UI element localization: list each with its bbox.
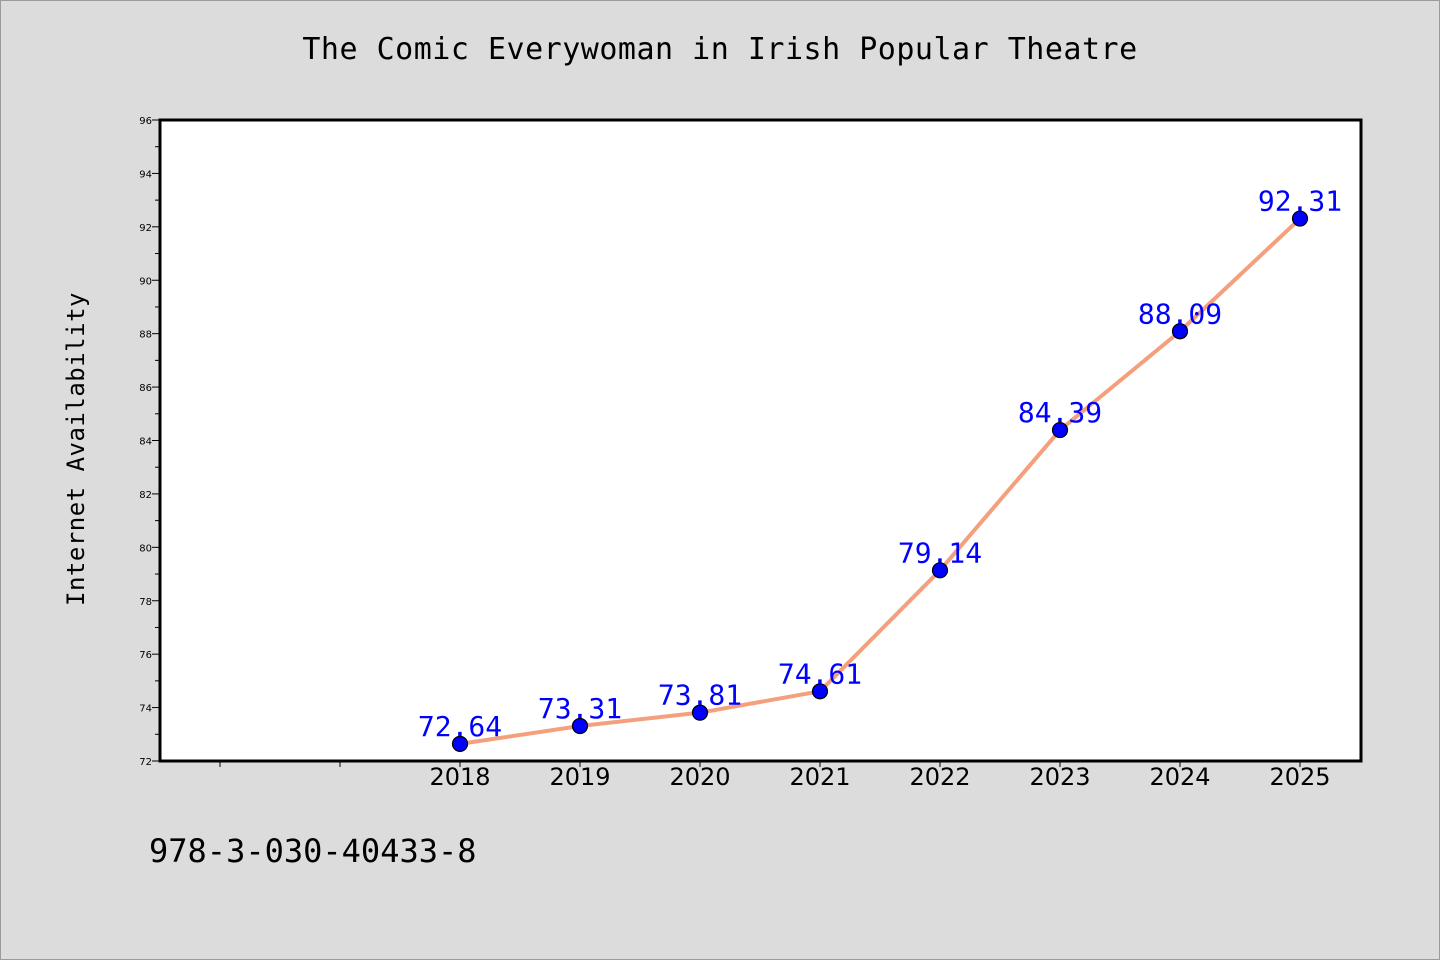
x-tick-label: 2019 xyxy=(549,763,610,791)
data-label: 84.39 xyxy=(1018,396,1102,429)
y-tick-label: 86 xyxy=(139,383,152,394)
x-tick-label: 2022 xyxy=(909,763,970,791)
x-tick-label: 2018 xyxy=(429,763,490,791)
data-point xyxy=(1291,210,1309,227)
y-tick-label: 74 xyxy=(139,704,152,715)
y-tick-label: 78 xyxy=(139,597,152,608)
y-tick-label: 90 xyxy=(139,276,152,287)
x-tick-label: 2020 xyxy=(669,763,730,791)
data-label: 73.31 xyxy=(538,692,622,725)
y-tick-label: 72 xyxy=(139,757,152,768)
data-point xyxy=(1051,421,1069,439)
x-tick-label: 2024 xyxy=(1149,763,1210,791)
data-label: 74.61 xyxy=(778,657,862,690)
y-tick-label: 94 xyxy=(139,169,152,180)
data-point xyxy=(451,735,469,753)
y-tick-label: 80 xyxy=(139,543,152,554)
isbn-text: 978-3-030-40433-8 xyxy=(149,832,477,870)
data-label: 88.09 xyxy=(1138,297,1222,330)
data-label: 73.81 xyxy=(658,679,742,712)
data-label: 72.64 xyxy=(418,710,502,743)
plot-area xyxy=(158,118,1363,763)
data-label: 92.31 xyxy=(1258,185,1342,218)
y-tick-label: 92 xyxy=(139,223,152,234)
x-tick-label: 2025 xyxy=(1269,763,1330,791)
data-point xyxy=(571,717,589,735)
data-point xyxy=(1171,323,1189,340)
y-tick-label: 84 xyxy=(139,437,152,448)
y-axis: 72 74 76 78 80 82 84 86 88 90 92 94 96 xyxy=(139,116,160,768)
data-label: 79.14 xyxy=(898,536,982,569)
data-point xyxy=(931,562,949,579)
y-tick-label: 76 xyxy=(139,650,152,661)
x-tick-label: 2023 xyxy=(1029,763,1090,791)
data-point xyxy=(691,704,709,721)
series-group: 72.64 73.31 73.81 74.61 79.14 84.39 88.09 92.31 xyxy=(418,185,1342,753)
series-line xyxy=(458,216,1302,746)
x-tick-label: 2021 xyxy=(789,763,850,791)
y-tick-label: 96 xyxy=(139,116,152,127)
y-tick-label: 82 xyxy=(139,490,152,501)
x-axis: 2018 2019 2020 2021 2022 2023 2024 2025 xyxy=(219,761,1331,791)
data-point xyxy=(811,683,829,700)
chart-title: The Comic Everywoman in Irish Popular Th… xyxy=(302,32,1138,67)
y-tick-label: 88 xyxy=(139,330,152,341)
